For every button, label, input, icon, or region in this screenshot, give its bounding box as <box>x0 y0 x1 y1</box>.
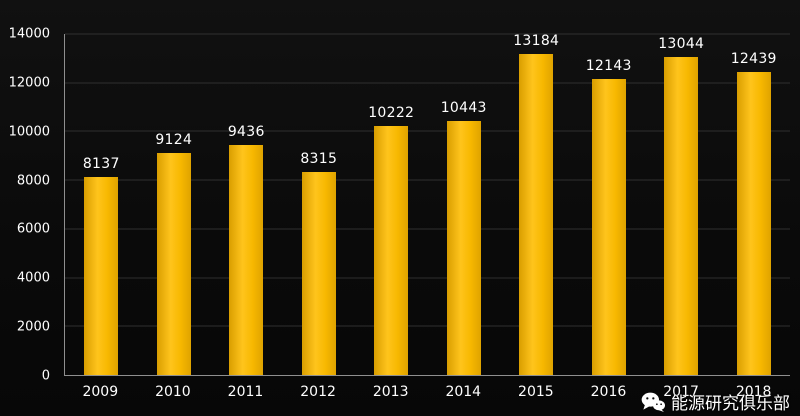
x-tick-label: 2013 <box>372 384 409 400</box>
bar-value-label: 12143 <box>585 58 632 75</box>
bar-group: 9124 <box>138 34 211 375</box>
x-tick-label: 2012 <box>300 384 336 400</box>
bar-value-label: 13184 <box>513 32 560 49</box>
gridline <box>65 82 790 84</box>
y-tick-label: 12000 <box>8 75 50 91</box>
x-tick-label: 2018 <box>735 384 772 400</box>
bar-group: 9436 <box>210 34 283 375</box>
bar-group: 10222 <box>355 34 428 375</box>
bar-group: 10443 <box>428 34 501 375</box>
bar <box>156 152 191 375</box>
y-axis-labels: 0 2000 4000 6000 8000 10000 12000 14000 <box>0 27 58 384</box>
bars: 8137 9124 9436 8315 10222 10443 13184 12143 1304… <box>65 32 791 375</box>
x-tick-label: 2011 <box>227 384 264 400</box>
bar <box>519 53 554 375</box>
bar <box>591 79 626 375</box>
bar-group: 8137 <box>65 34 138 375</box>
bar <box>301 172 336 375</box>
gridline <box>65 228 790 230</box>
bar <box>374 126 409 375</box>
x-tick-label: 2014 <box>445 384 482 400</box>
bar-group: 13044 <box>645 34 718 375</box>
x-tick-label: 2015 <box>518 384 554 400</box>
bar-value-label: 10222 <box>368 105 415 122</box>
plot-area: 8137 9124 9436 8315 10222 10443 13184 12143 1304… <box>64 32 791 376</box>
bar <box>84 176 119 375</box>
gridlines <box>65 33 790 375</box>
bar-group: 12143 <box>573 34 646 375</box>
y-tick-label: 6000 <box>16 221 50 237</box>
x-tick-label: 2016 <box>590 384 627 400</box>
y-tick-label: 8000 <box>16 173 50 189</box>
x-axis-labels: 2009 2010 2011 2012 2013 2014 2015 2016 2017 2018 <box>64 384 790 400</box>
x-tick-label: 2009 <box>82 384 119 400</box>
watermark: 能源研究俱乐部 <box>641 389 790 414</box>
bar <box>664 57 699 375</box>
bar-value-label: 13044 <box>658 36 705 53</box>
bar-value-label: 9436 <box>227 124 265 141</box>
gridline <box>65 130 790 132</box>
gridline <box>65 277 790 279</box>
y-tick-label: 2000 <box>16 319 50 335</box>
gridline <box>65 325 790 327</box>
x-tick-label: 2017 <box>663 384 699 400</box>
y-tick-label: 0 <box>41 368 50 384</box>
bar <box>229 145 264 375</box>
bar <box>736 72 771 375</box>
bar-value-label: 12439 <box>730 51 777 68</box>
bar-group: 12439 <box>718 34 791 375</box>
bar-value-label: 8315 <box>300 151 338 168</box>
watermark-text: 能源研究俱乐部 <box>671 394 790 414</box>
gridline <box>65 33 790 35</box>
bar <box>446 120 481 375</box>
bar-value-label: 10443 <box>440 99 487 116</box>
bar-group: 13184 <box>500 32 573 375</box>
y-tick-label: 4000 <box>16 270 50 286</box>
bar-group: 8315 <box>283 34 356 375</box>
bar-value-label: 8137 <box>82 155 120 172</box>
x-tick-label: 2010 <box>155 384 191 400</box>
y-tick-label: 10000 <box>8 124 50 140</box>
gridline <box>65 179 790 181</box>
bar-value-label: 9124 <box>155 131 193 148</box>
y-tick-label: 14000 <box>8 26 50 42</box>
wechat-icon <box>641 392 665 412</box>
